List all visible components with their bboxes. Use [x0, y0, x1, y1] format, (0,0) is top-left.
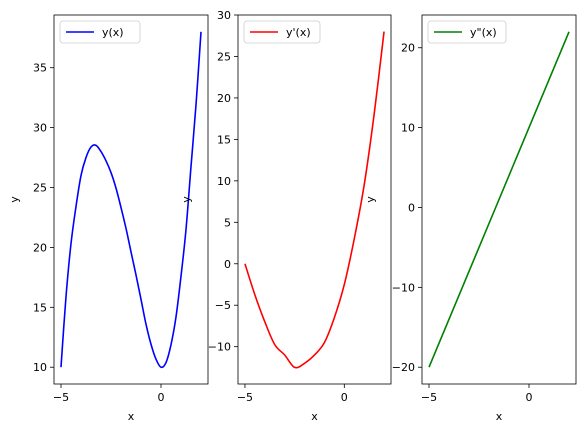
y-tick-label: 25 [217, 50, 231, 63]
y-tick-label: 25 [33, 182, 47, 195]
legend: y"(x) [427, 20, 507, 44]
x-axis-label: x [496, 410, 503, 423]
y-tick-label: 10 [33, 361, 47, 374]
legend-box [59, 20, 141, 44]
y-tick-label: 0 [408, 201, 415, 214]
legend-entry: y'(x) [286, 26, 311, 39]
axes-frame [53, 14, 209, 385]
y-tick-label: 15 [217, 133, 231, 146]
y-axis-label: y [180, 196, 193, 203]
y-tick-label: −20 [392, 361, 415, 374]
subplot-2: −5 0 −10 −5 0 5 10 15 20 25 30 x y y'(x) [180, 9, 392, 423]
x-axis-label: x [128, 410, 135, 423]
axes-frame [421, 14, 577, 385]
legend: y(x) [59, 20, 141, 44]
legend: y'(x) [243, 20, 321, 44]
y-tick-label: −10 [208, 341, 231, 354]
y-tick-label: −5 [215, 299, 231, 312]
y-tick-label: 5 [224, 216, 231, 229]
y-tick-label: 15 [33, 301, 47, 314]
legend-entry: y"(x) [470, 26, 497, 39]
subplot-3: −5 0 −20 −10 0 10 20 x y y"(x) [364, 14, 577, 423]
y-tick-label: −10 [392, 281, 415, 294]
series-line [60, 31, 202, 369]
x-tick-label: −5 [421, 391, 437, 404]
y-tick-label: 35 [33, 62, 47, 75]
axes-frame [237, 14, 392, 385]
y-tick-label: 20 [401, 42, 415, 55]
y-tick-label: 20 [217, 92, 231, 105]
y-axis-label: y [8, 196, 21, 203]
y-axis-label: y [364, 196, 377, 203]
x-tick-label: 0 [526, 391, 533, 404]
series-line [428, 31, 570, 368]
y-tick-label: 0 [224, 258, 231, 271]
legend-box [243, 20, 321, 44]
y-tick-label: 20 [33, 241, 47, 254]
y-tick-label: 30 [217, 9, 231, 22]
x-tick-label: −5 [237, 391, 253, 404]
y-tick-label: 10 [217, 175, 231, 188]
x-tick-label: 0 [341, 391, 348, 404]
y-tick-label: 10 [401, 122, 415, 135]
legend-box [427, 20, 507, 44]
x-tick-label: 0 [158, 391, 165, 404]
x-tick-label: −5 [53, 391, 69, 404]
y-tick-label: 30 [33, 122, 47, 135]
legend-entry: y(x) [102, 26, 124, 39]
subplot-1: −5 0 10 15 20 25 30 35 x y y(x) [8, 14, 209, 423]
x-axis-label: x [311, 410, 318, 423]
series-line [244, 31, 385, 369]
